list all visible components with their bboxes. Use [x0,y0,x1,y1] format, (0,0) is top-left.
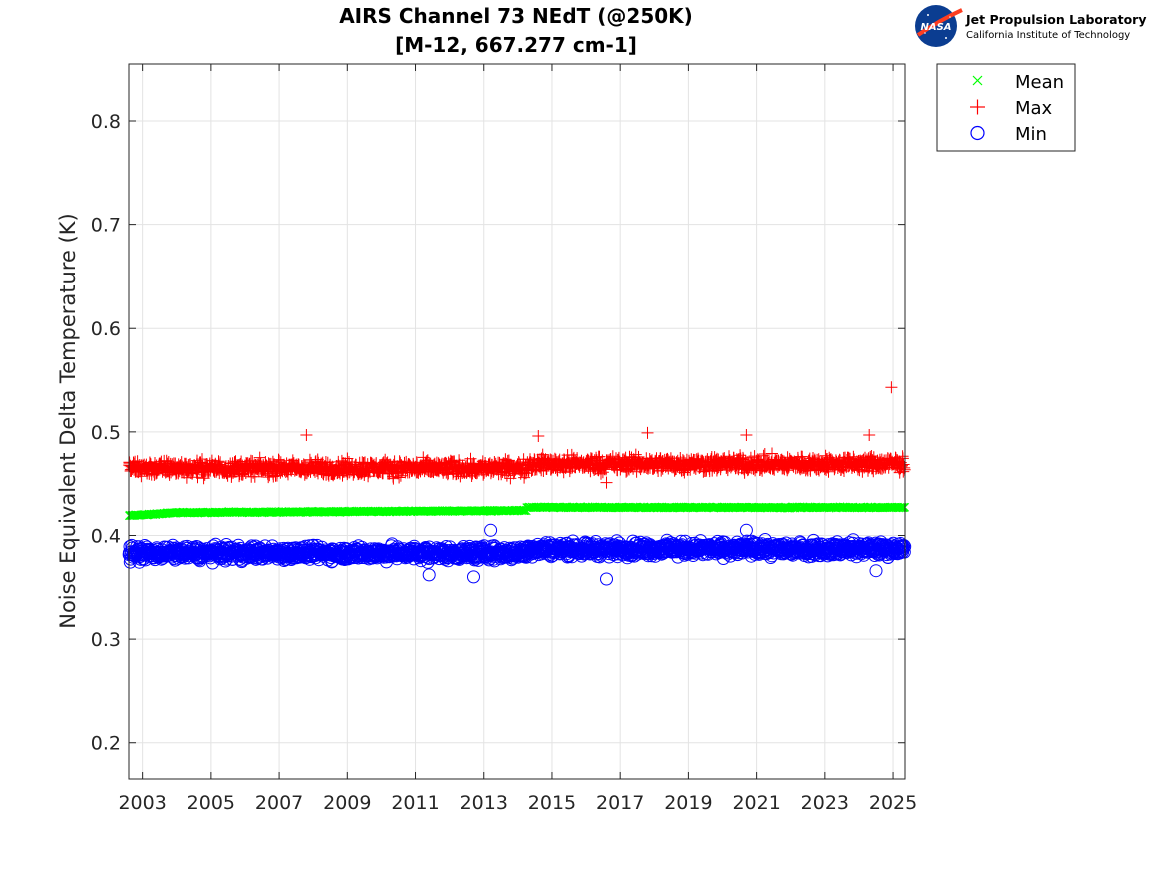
data-point-min [869,564,883,578]
grid-lines [129,64,905,779]
data-point-max [897,458,910,471]
data-point-max [863,429,876,441]
data-point-min [467,570,480,584]
data-point-max [504,472,517,485]
data-point-max [766,447,778,460]
data-point-max [596,466,609,479]
data-point-max [641,426,654,439]
data-point-min [600,572,613,586]
data-point-min [484,523,498,537]
series-max [123,381,911,489]
data-point-max [393,471,406,484]
x-tick-label: 2017 [596,792,644,814]
x-tick-label: 2007 [255,792,303,814]
data-point-max [740,429,753,441]
data-point-max [896,452,909,465]
x-axis-ticks: 2003 2005 2007 2009 2011 2013 2015 2017 2019 2021… [118,64,917,814]
data-point-min [422,568,436,582]
data-point-min [897,545,911,559]
series-min [122,523,912,586]
x-tick-label: 2011 [391,792,439,814]
data-point-max [212,455,225,468]
data-point-min [660,533,674,547]
x-tick-label: 2009 [323,792,371,814]
series-mean [124,502,910,521]
data-point-max [421,454,434,467]
data-point-min [897,539,911,552]
data-point-max [476,455,489,468]
data-point-max [600,476,613,489]
chart-title-line1: AIRS Channel 73 NEdT (@250K) [339,4,693,28]
x-tick-label: 2015 [528,792,576,814]
data-point-max [300,429,313,441]
data-point-max [135,470,148,483]
chart-title-line2: [M-12, 667.277 cm-1] [395,33,637,57]
data-point-min [739,523,753,537]
x-tick-label: 2013 [460,792,508,814]
data-point-max [532,430,545,442]
plot-frame [128,63,906,780]
data-point-max [885,381,898,394]
x-tick-label: 2005 [187,792,235,814]
x-tick-label: 2003 [118,792,166,814]
